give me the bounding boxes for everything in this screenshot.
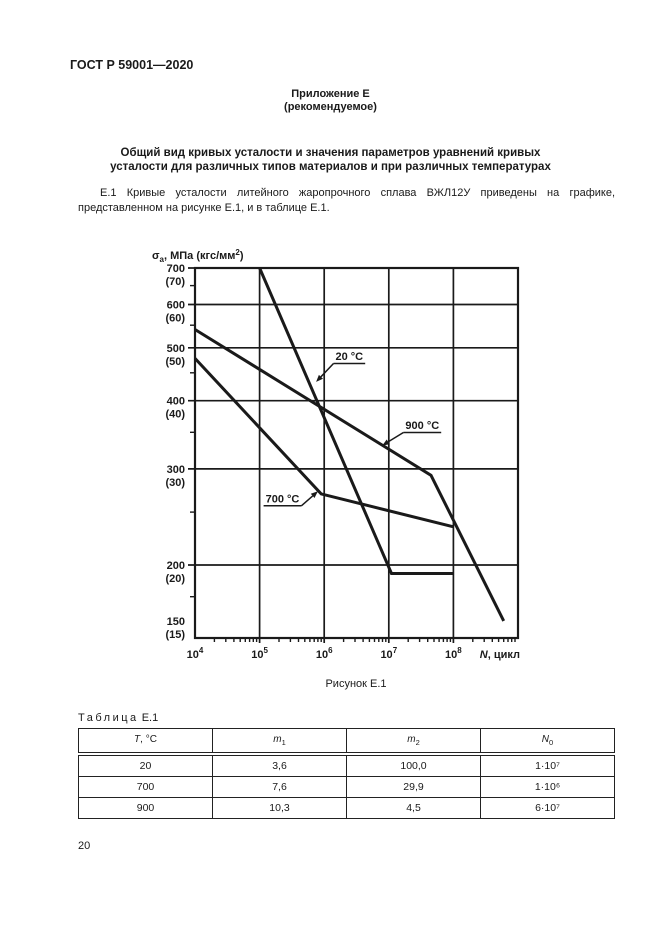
y-tick-label: 150 [167, 616, 185, 628]
curve-label: 900 °С [405, 420, 439, 432]
body-paragraph: Е.1 Кривые усталости литейного жаропрочн… [78, 187, 615, 214]
cell-m1: 3,6 [212, 753, 347, 777]
cell-temp: 20 [78, 753, 213, 777]
curve-label-leader [320, 362, 335, 378]
cell-m1: 7,6 [212, 776, 347, 798]
col-header-m1: m1 [212, 728, 347, 756]
cell-n0: 1·10⁶ [480, 776, 615, 798]
cell-m2: 29,9 [346, 776, 481, 798]
appendix-note: (рекомендуемое) [284, 101, 377, 113]
cell-n0: 6·10⁷ [480, 797, 615, 819]
plot-box [193, 266, 520, 640]
x-tick-label: 108 [445, 646, 462, 661]
appendix-heading: Приложение Е (рекомендуемое) [0, 88, 661, 114]
table-row: 20 3,6 100,0 1·10⁷ [78, 753, 615, 777]
table-header-row: Т, °С m1 m2 N0 [78, 728, 615, 756]
cell-m1: 10,3 [212, 797, 347, 819]
curve-20С [258, 267, 454, 575]
curve-label-leader [387, 431, 404, 443]
figure-caption: Рисунок Е.1 [325, 678, 387, 690]
parameters-table: Т, °С m1 m2 N0 20 3,6 100,0 1·10⁷ 700 7,… [78, 728, 615, 819]
y-tick-label-paren: (50) [165, 356, 185, 368]
section-title-line2: усталости для различных типов материалов… [110, 161, 551, 173]
x-axis-title: N, цикл [480, 649, 520, 661]
y-tick-label-paren: (40) [165, 409, 185, 421]
section-title: Общий вид кривых усталости и значения па… [62, 146, 599, 174]
table-caption: Таблица Е.1 [78, 712, 158, 724]
fatigue-chart: 700(70) 600(60) 500(50) 400(40) 300(30) 200(2… [152, 248, 520, 661]
y-tick-label-paren: (60) [165, 313, 185, 325]
leader-arrowhead [382, 439, 390, 446]
y-tick-label: 200 [167, 560, 185, 572]
x-tick-label: 107 [380, 646, 397, 661]
y-axis-title: σа, МПа (кгс/мм2) [152, 248, 244, 264]
section-title-line1: Общий вид кривых усталости и значения па… [120, 147, 541, 159]
y-tick-label: 500 [167, 343, 185, 355]
table-row: 700 7,6 29,9 1·10⁶ [78, 776, 615, 798]
curve-label: 20 °С [335, 351, 363, 363]
fatigue-curve-figure: 700 (70) 600 (60) 500 (50) 400 (40) 300 (30) 200 (2… [130, 243, 560, 673]
col-header-temperature: Т, °С [78, 728, 213, 756]
leader-arrowhead [310, 491, 318, 498]
y-tick-label: 400 [167, 396, 185, 408]
y-tick-label-paren: (30) [165, 477, 185, 489]
cell-m2: 100,0 [346, 753, 481, 777]
page-number: 20 [78, 840, 91, 852]
y-tick-label-paren: (20) [165, 573, 185, 585]
cell-temp: 900 [78, 797, 213, 819]
cell-n0: 1·10⁷ [480, 753, 615, 777]
y-tick-label-paren: (15) [165, 629, 185, 641]
col-header-n0: N0 [480, 728, 615, 756]
curve-900С [194, 328, 506, 622]
y-tick-label: 600 [167, 300, 185, 312]
appendix-title: Приложение Е [291, 88, 370, 100]
leader-arrowhead [316, 374, 323, 382]
table-caption-number: Е.1 [141, 712, 159, 724]
y-tick-label: 700 [167, 263, 185, 275]
table-row: 900 10,3 4,5 6·10⁷ [78, 797, 615, 819]
cell-temp: 700 [78, 776, 213, 798]
curve-700С [193, 357, 454, 529]
curve-label: 700 °С [266, 493, 300, 505]
cell-m2: 4,5 [346, 797, 481, 819]
col-header-m2: m2 [346, 728, 481, 756]
x-tick-label: 105 [251, 646, 268, 661]
curve-label-leader [300, 495, 314, 507]
table-caption-word: Таблица [78, 712, 139, 724]
x-tick-label: 104 [187, 646, 204, 661]
x-tick-label: 106 [316, 646, 333, 661]
y-tick-label-paren: (70) [165, 276, 185, 288]
y-tick-label: 300 [167, 464, 185, 476]
document-code: ГОСТ Р 59001—2020 [70, 58, 194, 72]
